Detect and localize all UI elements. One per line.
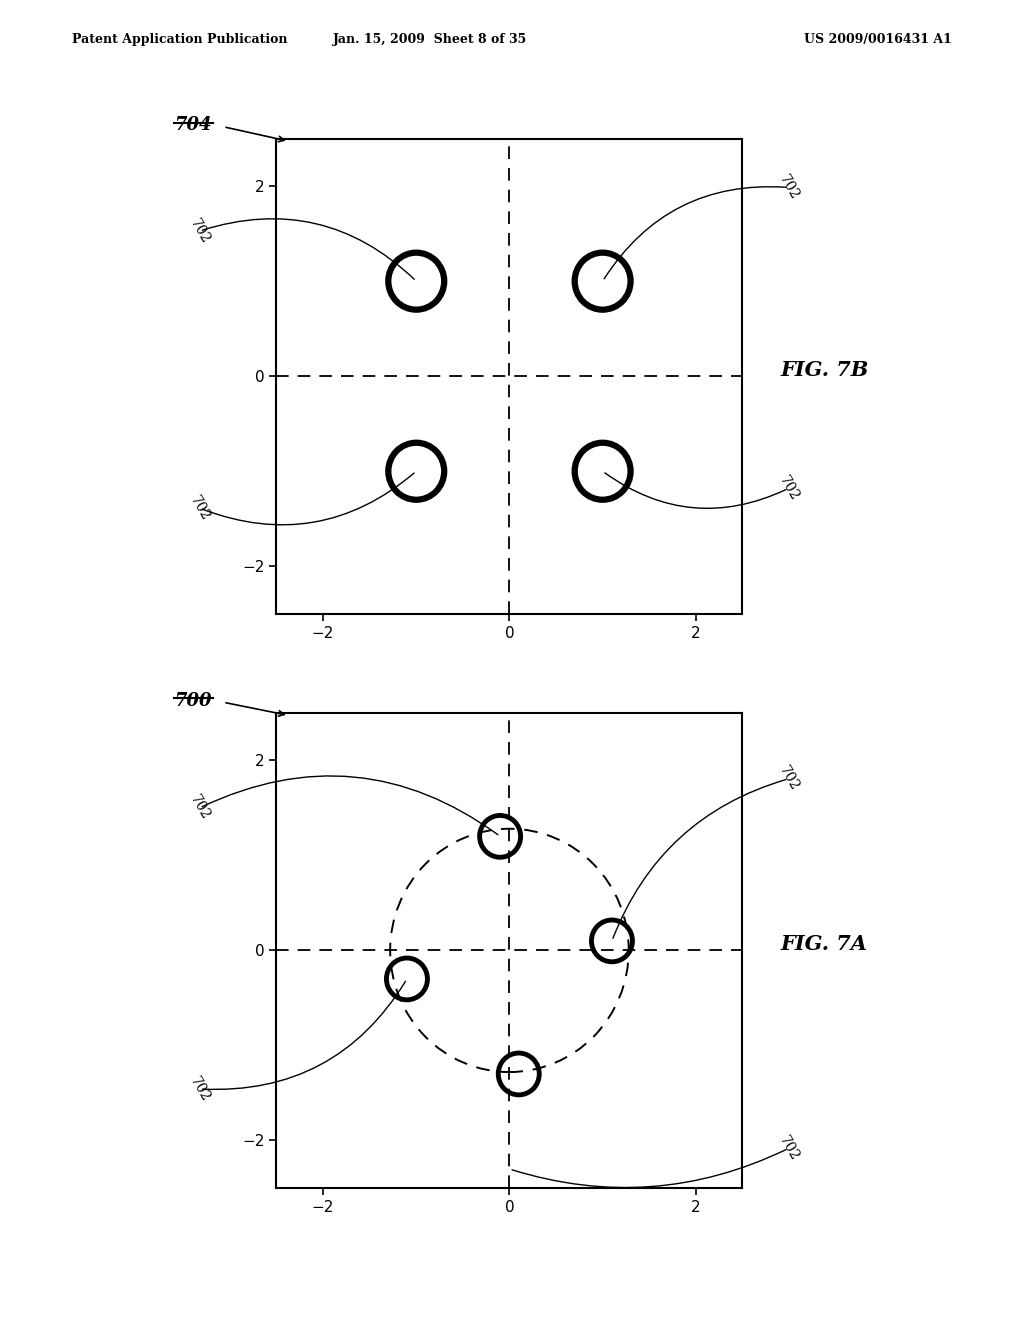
Text: FIG. 7B: FIG. 7B <box>780 359 868 380</box>
Text: Patent Application Publication: Patent Application Publication <box>72 33 287 46</box>
Text: 702: 702 <box>187 494 212 523</box>
Text: 702: 702 <box>776 1134 801 1163</box>
Text: Jan. 15, 2009  Sheet 8 of 35: Jan. 15, 2009 Sheet 8 of 35 <box>333 33 527 46</box>
Text: 702: 702 <box>187 1074 212 1104</box>
Text: US 2009/0016431 A1: US 2009/0016431 A1 <box>805 33 952 46</box>
Text: FIG. 7A: FIG. 7A <box>780 933 867 954</box>
Text: 700: 700 <box>174 692 212 710</box>
Text: 702: 702 <box>187 216 212 246</box>
Text: 704: 704 <box>174 116 212 135</box>
Text: 702: 702 <box>776 474 801 503</box>
Text: 702: 702 <box>776 173 801 202</box>
Text: 702: 702 <box>776 764 801 793</box>
Text: 702: 702 <box>187 793 212 822</box>
